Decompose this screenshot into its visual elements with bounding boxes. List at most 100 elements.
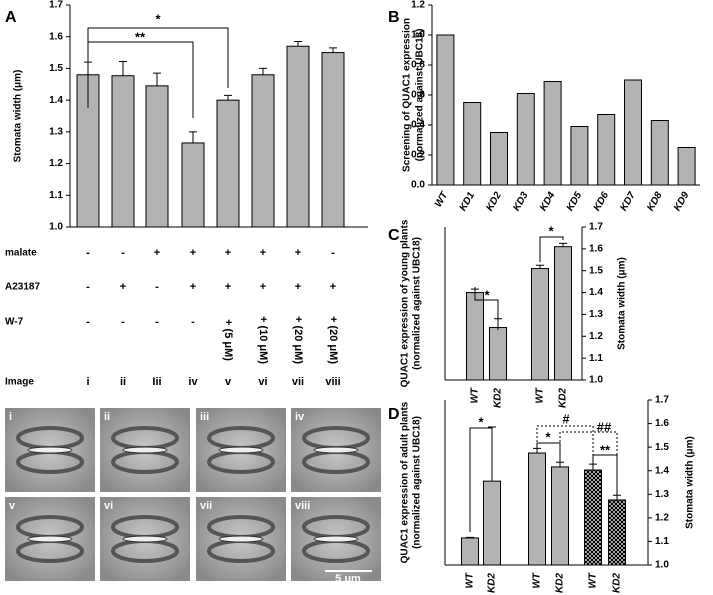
bar xyxy=(489,327,507,381)
table-cell: Iii xyxy=(152,376,161,388)
y-tick-label: 1.4 xyxy=(49,95,63,106)
y-tick-label: 1.7 xyxy=(49,0,63,11)
table-cell: + xyxy=(225,247,231,259)
table-cell: - xyxy=(155,281,159,293)
error-bar xyxy=(556,461,564,467)
error-bar xyxy=(153,72,161,86)
bar xyxy=(608,499,626,566)
significance-bracket xyxy=(539,236,564,262)
table-cell: + xyxy=(154,247,160,259)
table-cell: + xyxy=(260,281,266,293)
significance-label: # xyxy=(562,411,570,426)
y2-tick-label: 1.4 xyxy=(655,465,669,476)
significance-bracket xyxy=(592,454,618,495)
table-cell: + (10 μM) xyxy=(257,316,269,364)
y-axis-label: (normalized against UBC18) xyxy=(412,416,423,549)
y2-tick-label: 1.7 xyxy=(589,222,603,233)
x-tick-label: KD4 xyxy=(538,190,558,213)
micrograph-label: iv xyxy=(295,411,305,423)
table-cell: - xyxy=(86,316,90,328)
y-tick-label: 1.2 xyxy=(411,0,425,11)
table-cell: + xyxy=(260,247,266,259)
y2-tick-label: 1.7 xyxy=(655,395,669,406)
bar xyxy=(551,466,569,566)
table-cell: vii xyxy=(292,376,304,388)
table-cell: + (20 μM) xyxy=(327,316,339,364)
table-cell: viii xyxy=(325,376,340,388)
stoma-pore xyxy=(27,535,73,543)
bar xyxy=(531,268,549,381)
table-cell: + (5 μM) xyxy=(222,319,234,361)
bar xyxy=(490,132,508,186)
error-bar xyxy=(559,242,567,247)
micrograph-label: i xyxy=(9,411,12,423)
table-cell: i xyxy=(86,376,89,388)
bar xyxy=(543,81,562,186)
x-tick-label: KD2 xyxy=(484,190,504,213)
table-cell: + xyxy=(120,281,126,293)
x-tick-label: KD3 xyxy=(511,190,531,213)
bar xyxy=(321,52,345,228)
significance-label: ** xyxy=(600,442,611,457)
x-tick-label: KD6 xyxy=(592,190,612,213)
table-cell: - xyxy=(121,247,125,259)
significance-label: ## xyxy=(597,419,612,434)
x-tick-label: KD2 xyxy=(493,388,504,408)
x-tick-label: WT xyxy=(470,387,481,403)
bar xyxy=(461,537,479,566)
table-cell: + xyxy=(295,247,301,259)
bar xyxy=(181,142,205,228)
bar xyxy=(466,292,484,381)
bar xyxy=(463,102,482,186)
error-bar xyxy=(329,47,337,53)
x-tick-label: KD2 xyxy=(555,573,566,593)
error-bar xyxy=(189,131,197,143)
x-tick-label: KD2 xyxy=(487,573,498,593)
y-tick-label: 1.3 xyxy=(49,126,63,137)
bar xyxy=(597,114,616,186)
y-axis-label: QUAC1 expression of adult plants xyxy=(400,401,411,563)
panel-label: C xyxy=(388,227,400,244)
table-cell: - xyxy=(86,281,90,293)
y-tick-label: 1.0 xyxy=(49,222,63,233)
y2-tick-label: 1.5 xyxy=(655,442,669,453)
y2-tick-label: 1.3 xyxy=(655,489,669,500)
significance-label: * xyxy=(545,429,551,444)
significance-label: * xyxy=(548,223,554,238)
y-tick-label: 0.2 xyxy=(411,150,425,161)
x-tick-label: KD2 xyxy=(558,388,569,408)
x-tick-label: WT xyxy=(535,387,546,403)
y-tick-label: 1.1 xyxy=(49,190,63,201)
y2-axis-label: Stomata width (μm) xyxy=(617,257,628,350)
significance-bracket xyxy=(536,425,594,465)
error-bar xyxy=(613,494,621,500)
x-tick-label: KD7 xyxy=(618,190,638,213)
y2-tick-label: 1.6 xyxy=(589,243,603,254)
table-cell: vi xyxy=(258,376,267,388)
table-cell: v xyxy=(225,376,232,388)
y2-tick-label: 1.6 xyxy=(655,418,669,429)
bar xyxy=(528,452,546,566)
bar xyxy=(111,75,135,228)
significance-bracket xyxy=(469,427,493,532)
y-tick-label: 0.8 xyxy=(411,60,425,71)
table-cell: + xyxy=(330,281,336,293)
y-axis-label: (normalized against UBC18) xyxy=(415,29,426,162)
significance-bracket xyxy=(559,431,618,468)
bar xyxy=(584,469,602,566)
significance-label: * xyxy=(478,414,484,429)
micrograph-label: vii xyxy=(200,500,212,512)
y2-tick-label: 1.5 xyxy=(589,265,603,276)
micrograph-label: iii xyxy=(200,411,209,423)
panel-label: A xyxy=(5,9,17,26)
row-label: malate xyxy=(5,248,37,259)
table-cell: + xyxy=(190,247,196,259)
bar xyxy=(516,93,535,186)
table-cell: - xyxy=(86,247,90,259)
bar xyxy=(216,99,240,228)
error-bar xyxy=(294,40,302,47)
y2-axis-label: Stomata width (μm) xyxy=(685,436,696,529)
significance-label: * xyxy=(155,11,161,26)
bar xyxy=(677,147,696,186)
